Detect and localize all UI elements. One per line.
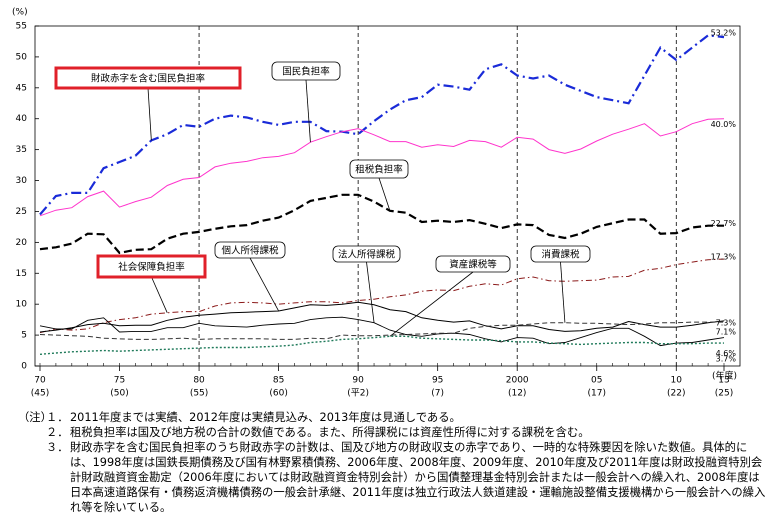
note-item: ３． 財政赤字を含む国民負担率のうち財政赤字の計数は、国及び地方の財政収支の赤字で… [46,440,768,515]
note-text: 財政赤字を含む国民負担率のうち財政赤字の計数は、国及び地方の財政収支の赤字であり… [70,441,766,514]
callout-box [530,245,591,263]
y-tick-label: 0 [21,362,27,372]
callout-box [435,255,511,273]
note-text: 租税負担率は国及び地方税の合計の数値である。また、所得課税には資産性所得に対する… [70,426,590,439]
leader-line [305,79,311,143]
chart: (%) (年度) 051015202530354045505570(45)75(… [12,8,741,399]
y-unit: (%) [12,8,28,18]
y-tick-label: 40 [16,114,28,124]
callout-box [349,159,409,179]
note-item: ２． 租税負担率は国及び地方税の合計の数値である。また、所得課税には資産性所得に対… [46,425,768,440]
note-text: 2011年度までは実績、2012年度は実績見込み、2013年度は見通しである。 [70,411,461,424]
series-line [39,301,725,333]
series-line [39,193,724,255]
x-tick-era: (55) [190,389,208,399]
x-tick-era: (22) [667,389,685,399]
leader-line [560,261,566,323]
x-unit: (年度) [712,370,737,382]
legend-label: 社会保障負担率 [118,261,185,273]
end-label: 40.0% [711,120,737,129]
x-tick-era: (45) [31,389,49,399]
x-tick-label: 75 [114,376,125,386]
end-label: 53.2% [711,29,737,38]
legend-label: 消費課税 [541,249,580,261]
callout-box [54,66,242,90]
note-list: １． 2011年度までは実績、2012年度は実績見込み、2013年度は見通しである… [46,410,768,515]
end-label: 7.1% [716,328,737,337]
leader-line [378,177,391,211]
x-tick-era: (50) [110,389,128,399]
end-label: 3.7% [716,355,737,364]
end-label: 17.3% [711,253,737,262]
series-line [39,118,725,217]
legend-label: 財政赤字を含む国民負担率 [91,73,206,85]
leader-line [389,271,474,337]
note-row: （注） １． 2011年度までは実績、2012年度は実績見込み、2013年度は見通… [18,410,768,515]
callout-box [271,61,341,81]
x-tick-era: (12) [508,389,526,399]
callout-box [332,245,401,263]
end-label: 22.7% [711,219,737,228]
y-tick-label: 15 [16,269,27,279]
x-tick-era: (25) [715,389,733,399]
y-tick-label: 5 [21,331,27,341]
series-line [39,34,725,216]
legend-label: 租税負担率 [355,164,403,176]
note-number: １． [46,411,69,424]
legend-label: 国民負担率 [282,66,330,78]
end-label: 4.6% [716,349,737,358]
leader-line [147,87,152,141]
note-prefix: （注） [18,411,52,424]
note-item: １． 2011年度までは実績、2012年度は実績見込み、2013年度は見通しである… [46,410,768,425]
series-line [39,321,724,340]
x-tick-label: 2000 [506,376,529,386]
x-tick-era: (平2) [347,388,369,399]
x-tick-label: 70 [34,376,46,386]
x-tick-label: 95 [432,376,443,386]
note-number: ３． [46,441,69,454]
y-tick-label: 55 [16,22,27,32]
x-tick-era: (60) [269,389,287,399]
x-tick-era: (17) [588,389,606,399]
leader-line [151,276,168,313]
legend-label: 資産課税等 [449,259,497,271]
legend-label: 個人所得課税 [221,245,279,257]
series-line [39,316,725,347]
leader-line [366,261,375,323]
callout-box [214,241,286,259]
leader-line [249,257,279,312]
x-tick-label: 13 [718,376,729,386]
y-tick-label: 30 [16,176,28,186]
y-tick-label: 50 [16,52,28,62]
y-tick-label: 45 [16,83,27,93]
y-tick-label: 35 [16,145,27,155]
x-tick-label: 90 [352,376,364,386]
note-number: ２． [46,426,69,439]
series-line [39,335,724,355]
end-label: 7.3% [716,318,737,327]
legend-label: 法人所得課税 [338,249,396,261]
x-tick-era: (7) [431,389,444,399]
y-tick-label: 25 [16,207,27,217]
x-tick-label: 85 [273,376,284,386]
x-tick-label: 10 [671,376,683,386]
x-tick-label: 80 [193,376,205,386]
x-tick-label: 05 [591,376,602,386]
y-tick-label: 20 [16,238,28,248]
plot-frame [34,25,741,367]
y-tick-label: 10 [16,300,28,310]
notes: （注） １． 2011年度までは実績、2012年度は実績見込み、2013年度は見通… [18,410,768,515]
callout-box [96,254,207,279]
